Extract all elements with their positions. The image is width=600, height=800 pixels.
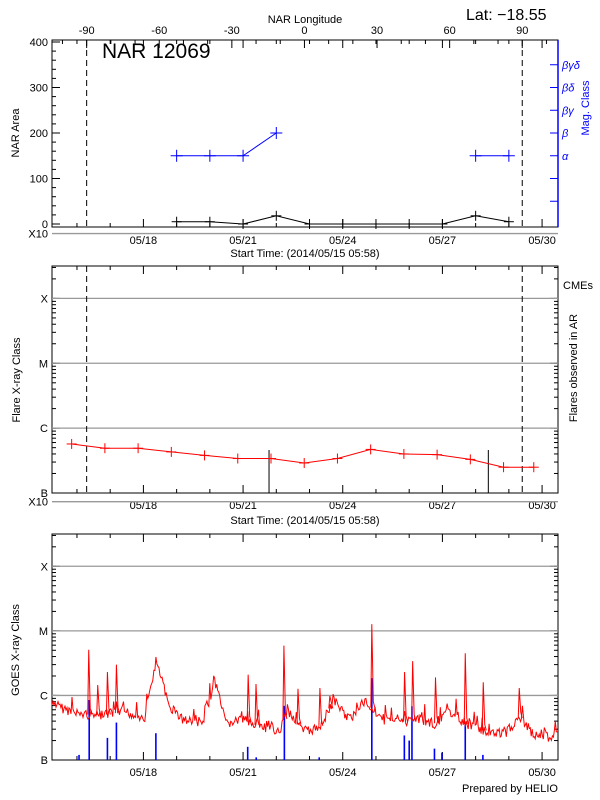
y-tick-label: 400 <box>30 37 48 49</box>
longitude-tick-label: -30 <box>224 25 240 37</box>
long-channel-peak <box>254 684 260 726</box>
y-tick-label: B <box>41 755 48 767</box>
long-channel-peak <box>517 688 523 719</box>
long-channel-peak <box>433 677 439 724</box>
x-tick-label: 05/27 <box>429 500 457 512</box>
longitude-tick-label: -90 <box>79 25 95 37</box>
long-channel-peak <box>328 695 334 709</box>
y2-tick-label: βγ <box>561 105 575 117</box>
long-channel-peak <box>282 645 288 720</box>
region-title: NAR 12069 <box>102 40 211 63</box>
long-channel-peak <box>296 688 302 725</box>
x-tick-label: 05/24 <box>329 235 357 247</box>
nar-plot-frame <box>51 39 559 228</box>
longitude-tick-label: 30 <box>371 25 383 37</box>
long-channel-peak <box>96 684 102 716</box>
y2-tick-label: α <box>562 151 569 163</box>
longitude-tick-label: -60 <box>151 25 167 37</box>
x-tick-label: 05/21 <box>229 767 257 779</box>
x-axis-title: Start Time: (2014/05/15 05:58) <box>230 515 379 527</box>
x-tick-label: 05/21 <box>229 235 257 247</box>
y-axis-title: GOES X-ray Class <box>10 604 22 696</box>
y-tick-label: 300 <box>30 83 48 95</box>
x-tick-label: 05/18 <box>130 235 158 247</box>
y-axis-title: Flare X-ray Class <box>11 337 23 422</box>
y2-axis-title: Flares observed in AR <box>568 314 580 422</box>
x-tick-label: 05/30 <box>528 235 556 247</box>
x-tick-label: 05/18 <box>130 500 158 512</box>
latitude-label: Lat: −18.55 <box>466 7 547 24</box>
y-tick-label: C <box>40 690 48 702</box>
longitude-tick-label: 0 <box>301 25 307 37</box>
y-tick-label: M <box>39 358 48 370</box>
y-tick-label: X <box>41 293 49 305</box>
long-channel-peak <box>318 688 324 726</box>
long-channel-peak <box>481 682 487 731</box>
y-tick-label: X10 <box>28 497 48 509</box>
x-tick-label: 05/21 <box>229 500 257 512</box>
long-channel-peak <box>411 661 417 721</box>
longitude-tick-label: 60 <box>444 25 456 37</box>
x-tick-label: 05/30 <box>528 767 556 779</box>
long-channel-peak <box>463 653 469 725</box>
long-channel-peak <box>403 672 409 722</box>
y-tick-label: X <box>41 561 49 573</box>
legend-cmes: CMEs <box>563 280 593 292</box>
longitude-tick-label: 90 <box>516 25 528 37</box>
y2-tick-label: βδ <box>561 83 575 95</box>
x-tick-label: 05/27 <box>429 767 457 779</box>
y-tick-label: 0 <box>42 219 48 231</box>
x-axis-title: Start Time: (2014/05/15 05:58) <box>230 248 379 260</box>
x-tick-label: 05/18 <box>130 767 158 779</box>
mag-class-line <box>242 132 277 157</box>
y-tick-label: M <box>39 626 48 638</box>
y-tick-label: X10 <box>28 229 48 241</box>
flare-series-line <box>71 443 534 468</box>
x-tick-label: 05/30 <box>528 500 556 512</box>
x-tick-label: 05/24 <box>329 767 357 779</box>
y-tick-label: 200 <box>30 128 48 140</box>
long-channel-peak <box>370 624 376 708</box>
long-channel-peak <box>246 674 252 723</box>
y2-tick-label: β <box>561 128 569 140</box>
y2-axis-title: Mag. Class <box>580 80 592 136</box>
y2-tick-label: βγδ <box>561 60 581 72</box>
y-axis-title: NAR Area <box>10 108 22 158</box>
long-channel-line <box>51 656 558 742</box>
y-tick-label: 100 <box>30 174 48 186</box>
y-tick-label: C <box>40 423 48 435</box>
x-tick-label: 05/27 <box>429 235 457 247</box>
longitude-axis-title: NAR Longitude <box>268 14 343 26</box>
long-channel-peak <box>105 672 111 715</box>
x-tick-label: 05/24 <box>329 500 357 512</box>
credit-label: Prepared by HELIO <box>462 783 558 795</box>
goes-plot-frame <box>51 533 559 761</box>
long-channel-peak <box>114 664 120 714</box>
flare-plot-frame <box>51 265 559 494</box>
long-channel-peak <box>87 649 93 715</box>
y-tick-label: B <box>41 488 48 500</box>
